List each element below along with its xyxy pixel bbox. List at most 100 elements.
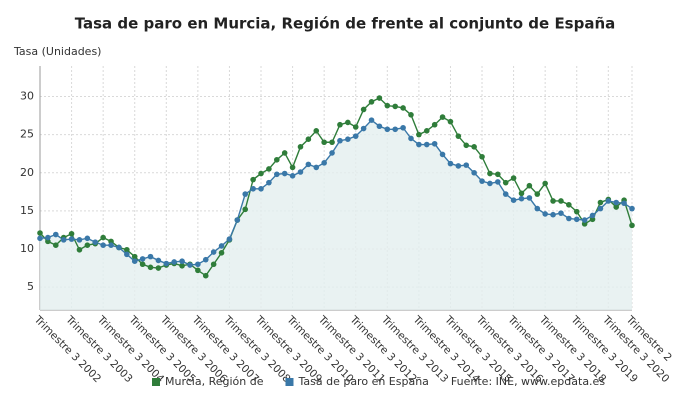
data-point <box>52 231 59 238</box>
data-point <box>202 272 209 279</box>
data-point <box>471 144 477 150</box>
data-point <box>289 173 296 179</box>
data-point <box>234 217 241 223</box>
data-point <box>345 119 351 126</box>
data-point <box>550 211 556 218</box>
data-point <box>629 222 635 229</box>
data-point <box>605 198 612 204</box>
data-point <box>52 242 59 248</box>
data-point <box>542 180 548 187</box>
data-point <box>242 206 249 213</box>
data-point <box>431 140 438 147</box>
data-point <box>526 182 533 189</box>
data-point <box>581 217 588 223</box>
data-point <box>202 256 209 263</box>
data-point <box>116 244 122 251</box>
legend-swatch <box>285 378 294 386</box>
data-point <box>566 201 572 208</box>
data-point <box>76 246 83 253</box>
data-point <box>305 161 312 168</box>
y-tick-label: 30 <box>20 90 34 103</box>
data-point <box>337 121 343 128</box>
data-point <box>360 125 367 132</box>
data-point <box>155 265 162 271</box>
data-point <box>392 103 399 110</box>
data-point <box>187 262 193 268</box>
data-point <box>147 253 154 260</box>
series-line <box>39 119 633 266</box>
data-point <box>479 153 485 160</box>
data-point <box>131 253 138 260</box>
data-point <box>289 164 296 171</box>
data-point <box>329 150 335 156</box>
data-point <box>313 128 320 134</box>
data-point <box>384 102 391 109</box>
data-point <box>526 195 533 201</box>
data-point <box>376 95 383 101</box>
data-point <box>510 175 517 181</box>
data-point <box>258 185 264 192</box>
data-point <box>139 261 146 268</box>
data-point <box>550 198 556 204</box>
data-point <box>471 169 477 176</box>
data-point <box>423 141 430 148</box>
data-point <box>92 239 99 245</box>
data-point <box>621 200 627 207</box>
y-tick-label: 15 <box>20 204 34 217</box>
data-point <box>455 163 462 169</box>
data-point <box>613 199 620 206</box>
data-point <box>210 249 217 255</box>
data-point <box>108 242 114 248</box>
data-point <box>313 164 320 171</box>
data-point <box>250 176 256 183</box>
data-point <box>171 259 177 265</box>
data-point <box>297 169 304 175</box>
data-point <box>487 180 493 187</box>
data-point <box>558 210 564 216</box>
data-point <box>281 150 288 156</box>
data-point <box>179 262 185 269</box>
data-point <box>566 215 572 222</box>
data-point <box>147 264 154 271</box>
data-point <box>597 199 604 206</box>
data-point <box>400 124 406 131</box>
data-point <box>455 133 462 139</box>
data-point <box>542 211 548 217</box>
data-point <box>534 205 541 212</box>
data-point <box>408 135 414 142</box>
data-point <box>76 237 83 243</box>
data-point <box>37 235 43 242</box>
data-point <box>495 171 501 178</box>
data-point <box>629 205 635 212</box>
data-point <box>84 235 91 242</box>
data-point <box>100 242 106 248</box>
data-point <box>447 118 454 125</box>
data-point <box>274 156 280 163</box>
data-point <box>423 128 430 134</box>
data-point <box>250 185 256 192</box>
data-point <box>242 191 249 197</box>
legend-label: Murcia, Región de <box>165 375 264 388</box>
data-point <box>163 260 170 267</box>
data-point <box>321 139 327 146</box>
data-point <box>463 142 470 149</box>
data-point <box>226 236 233 242</box>
data-point <box>266 166 272 172</box>
data-point <box>321 160 327 166</box>
y-tick-label: 10 <box>20 242 34 255</box>
data-point <box>100 234 106 241</box>
data-point <box>360 106 367 113</box>
data-point <box>502 179 509 186</box>
data-point <box>337 137 343 144</box>
data-point <box>400 105 406 111</box>
data-point <box>37 230 43 236</box>
data-point <box>68 236 75 242</box>
data-point <box>431 121 438 128</box>
chart-title: Tasa de paro en Murcia, Región de frente… <box>75 15 616 33</box>
data-point <box>124 251 130 258</box>
data-point <box>416 131 422 138</box>
data-point <box>408 112 414 118</box>
data-point <box>368 117 375 123</box>
data-point <box>281 170 288 177</box>
legend-label: Tasa de paro en España <box>297 375 428 388</box>
